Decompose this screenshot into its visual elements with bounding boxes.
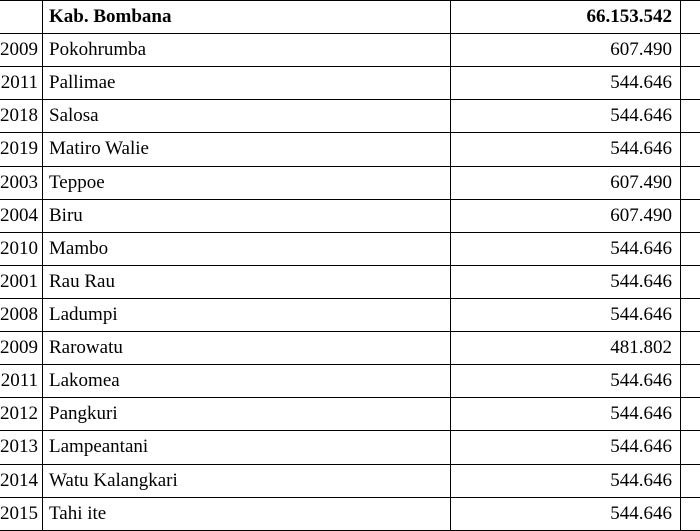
table-row: 2009 Pokohrumba 607.490 xyxy=(0,34,700,67)
cell-name: Tahi ite xyxy=(43,497,451,530)
header-value: 66.153.542 xyxy=(451,1,681,34)
cell-value: 607.490 xyxy=(451,199,681,232)
cell-code: 2012 xyxy=(0,398,43,431)
cell-value: 544.646 xyxy=(451,497,681,530)
table-header-row: Kab. Bombana 66.153.542 xyxy=(0,1,700,34)
cell-end xyxy=(681,133,700,166)
cell-code: 2001 xyxy=(0,265,43,298)
cell-value: 544.646 xyxy=(451,67,681,100)
table-row: 2011 Pallimae 544.646 xyxy=(0,67,700,100)
cell-code: 2011 xyxy=(0,365,43,398)
cell-name: Mambo xyxy=(43,232,451,265)
cell-name: Salosa xyxy=(43,100,451,133)
cell-code: 2004 xyxy=(0,199,43,232)
table-row: 2004 Biru 607.490 xyxy=(0,199,700,232)
cell-name: Rau Rau xyxy=(43,265,451,298)
cell-value: 544.646 xyxy=(451,464,681,497)
cell-end xyxy=(681,232,700,265)
cell-name: Biru xyxy=(43,199,451,232)
cell-code: 2009 xyxy=(0,34,43,67)
cell-code: 2003 xyxy=(0,166,43,199)
cell-end xyxy=(681,67,700,100)
cell-end xyxy=(681,365,700,398)
cell-end xyxy=(681,34,700,67)
cell-end xyxy=(681,199,700,232)
cell-value: 544.646 xyxy=(451,232,681,265)
table-row: 2019 Matiro Walie 544.646 xyxy=(0,133,700,166)
cell-code: 2013 xyxy=(0,431,43,464)
table-row: 2018 Salosa 544.646 xyxy=(0,100,700,133)
cell-value: 544.646 xyxy=(451,365,681,398)
cell-end xyxy=(681,464,700,497)
table-row: 2003 Teppoe 607.490 xyxy=(0,166,700,199)
cell-value: 544.646 xyxy=(451,265,681,298)
cell-code: 2015 xyxy=(0,497,43,530)
cell-name: Rarowatu xyxy=(43,332,451,365)
cell-code: 2008 xyxy=(0,298,43,331)
cell-end xyxy=(681,398,700,431)
table-row: 2014 Watu Kalangkari 544.646 xyxy=(0,464,700,497)
cell-name: Lakomea xyxy=(43,365,451,398)
cell-name: Teppoe xyxy=(43,166,451,199)
cell-name: Ladumpi xyxy=(43,298,451,331)
cell-code: 2009 xyxy=(0,332,43,365)
cell-end xyxy=(681,265,700,298)
cell-name: Lampeantani xyxy=(43,431,451,464)
cell-end xyxy=(681,332,700,365)
cell-name: Matiro Walie xyxy=(43,133,451,166)
cell-name: Pokohrumba xyxy=(43,34,451,67)
cell-code: 2014 xyxy=(0,464,43,497)
cell-value: 607.490 xyxy=(451,166,681,199)
table-row: 2010 Mambo 544.646 xyxy=(0,232,700,265)
cell-value: 481.802 xyxy=(451,332,681,365)
header-name: Kab. Bombana xyxy=(43,1,451,34)
cell-name: Pallimae xyxy=(43,67,451,100)
table-row: 2011 Lakomea 544.646 xyxy=(0,365,700,398)
cell-end xyxy=(681,431,700,464)
cell-end xyxy=(681,100,700,133)
table-row: 2013 Lampeantani 544.646 xyxy=(0,431,700,464)
cell-value: 607.490 xyxy=(451,34,681,67)
header-end xyxy=(681,1,700,34)
table-row: 2009 Rarowatu 481.802 xyxy=(0,332,700,365)
table-row: 2012 Pangkuri 544.646 xyxy=(0,398,700,431)
cell-value: 544.646 xyxy=(451,298,681,331)
cell-code: 2018 xyxy=(0,100,43,133)
cell-end xyxy=(681,497,700,530)
cell-value: 544.646 xyxy=(451,398,681,431)
table-row: 2015 Tahi ite 544.646 xyxy=(0,497,700,530)
cell-code: 2011 xyxy=(0,67,43,100)
table-row: 2001 Rau Rau 544.646 xyxy=(0,265,700,298)
cell-value: 544.646 xyxy=(451,133,681,166)
header-code xyxy=(0,1,43,34)
cell-code: 2019 xyxy=(0,133,43,166)
cell-end xyxy=(681,166,700,199)
cell-name: Watu Kalangkari xyxy=(43,464,451,497)
cell-value: 544.646 xyxy=(451,431,681,464)
cell-value: 544.646 xyxy=(451,100,681,133)
table-row: 2008 Ladumpi 544.646 xyxy=(0,298,700,331)
cell-name: Pangkuri xyxy=(43,398,451,431)
table-body: Kab. Bombana 66.153.542 2009 Pokohrumba … xyxy=(0,1,700,531)
cell-end xyxy=(681,298,700,331)
cell-code: 2010 xyxy=(0,232,43,265)
data-table: Kab. Bombana 66.153.542 2009 Pokohrumba … xyxy=(0,0,700,531)
